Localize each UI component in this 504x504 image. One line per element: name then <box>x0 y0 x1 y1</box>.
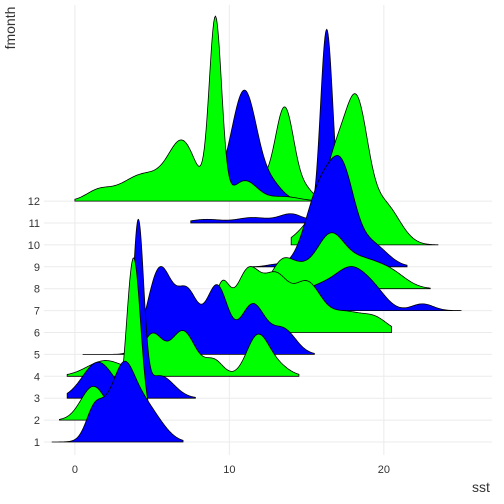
y-tick-label: 9 <box>34 262 40 274</box>
x-tick-label: 10 <box>223 464 235 476</box>
y-tick-label: 11 <box>29 218 40 230</box>
y-tick-label: 1 <box>34 437 40 449</box>
y-axis-title: fmonth <box>2 7 18 50</box>
x-tick-label: 20 <box>378 464 390 476</box>
y-tick-label: 7 <box>34 306 40 318</box>
y-tick-label: 5 <box>34 349 40 361</box>
y-tick-label: 8 <box>34 284 40 296</box>
x-axis-title: sst <box>472 479 490 495</box>
y-tick-label: 3 <box>34 393 40 405</box>
ridges <box>52 16 461 442</box>
y-tick-label: 12 <box>28 196 40 208</box>
y-tick-label: 6 <box>34 328 40 340</box>
y-tick-label: 2 <box>34 415 40 427</box>
x-tick-label: 0 <box>72 464 78 476</box>
y-tick-label: 10 <box>28 240 40 252</box>
y-tick-label: 4 <box>34 371 40 383</box>
